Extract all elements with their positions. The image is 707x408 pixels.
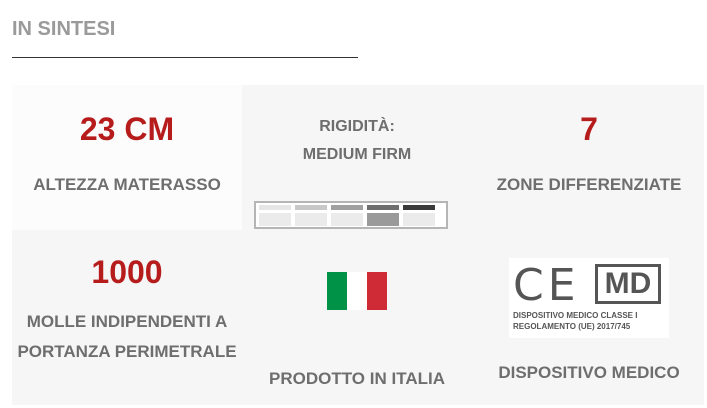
ce-mark-icon: CE — [513, 260, 580, 311]
feature-medical-device: CE MD DISPOSITIVO MEDICO CLASSE I REGOLA… — [474, 230, 704, 405]
height-value: 23 CM — [79, 111, 175, 147]
md-mark-icon: MD — [595, 264, 661, 304]
rigidity-value: MEDIUM FIRM — [302, 146, 412, 163]
feature-zones: 7 ZONE DIFFERENZIATE — [474, 85, 704, 230]
rigidity-slot — [331, 213, 363, 226]
springs-value: 1000 — [91, 254, 163, 290]
section-title: IN SINTESI — [12, 18, 116, 40]
rigidity-level-3 — [331, 205, 363, 210]
italy-flag-icon — [327, 272, 387, 310]
feature-height: 23 CM ALTEZZA MATERASSO — [12, 85, 242, 230]
rigidity-level-2 — [295, 205, 327, 210]
rigidity-slot — [259, 213, 291, 226]
feature-made-in-italy: PRODOTTO IN ITALIA — [242, 230, 472, 405]
logo-line-2: REGOLAMENTO (UE) 2017/745 — [513, 322, 631, 331]
rigidity-slot — [295, 213, 327, 226]
rigidity-level-4 — [367, 205, 399, 210]
feature-rigidity: RIGIDITÀ: MEDIUM FIRM — [242, 85, 472, 230]
rigidity-label: RIGIDITÀ: — [319, 118, 395, 135]
feature-springs: 1000 MOLLE INDIPENDENTI A PORTANZA PERIM… — [12, 230, 242, 405]
rigidity-level-1 — [259, 205, 291, 210]
height-label: ALTEZZA MATERASSO — [33, 175, 221, 194]
logo-line-1: DISPOSITIVO MEDICO CLASSE I — [513, 311, 638, 320]
rigidity-selected-marker — [367, 213, 399, 226]
features-grid: 23 CM ALTEZZA MATERASSO RIGIDITÀ: MEDIUM… — [12, 85, 704, 405]
zones-label: ZONE DIFFERENZIATE — [496, 175, 682, 194]
title-divider — [12, 57, 358, 58]
rigidity-slot — [403, 213, 435, 226]
medical-device-label: DISPOSITIVO MEDICO — [498, 363, 680, 382]
springs-label-1: MOLLE INDIPENDENTI A — [26, 312, 228, 331]
zones-value: 7 — [580, 111, 598, 147]
made-in-italy-label: PRODOTTO IN ITALIA — [269, 369, 445, 388]
rigidity-scale — [254, 201, 448, 229]
ce-md-logo: CE MD DISPOSITIVO MEDICO CLASSE I REGOLA… — [509, 258, 669, 338]
rigidity-level-5 — [403, 205, 435, 210]
springs-label-2: PORTANZA PERIMETRALE — [17, 342, 237, 361]
